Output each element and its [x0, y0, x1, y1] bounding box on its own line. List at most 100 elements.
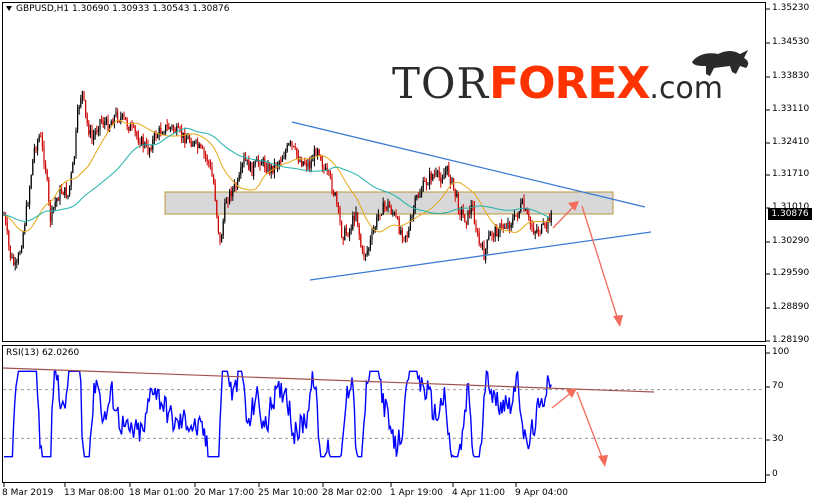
candle-body: [85, 99, 87, 115]
candle-body: [497, 234, 499, 237]
candle-body: [470, 205, 472, 215]
candle-body: [544, 223, 546, 225]
candle-body: [509, 222, 511, 228]
candle-body: [382, 202, 384, 215]
candle-body: [379, 214, 381, 216]
candle-body: [80, 98, 82, 107]
candle-body: [462, 209, 464, 215]
candle-body: [294, 146, 296, 148]
candle-body: [430, 173, 432, 180]
candle-body: [323, 167, 325, 170]
rsi-level-label: 100: [772, 347, 790, 357]
forecast-arrowhead-down: [613, 315, 623, 327]
candle-body: [13, 256, 15, 265]
price-chart-panel[interactable]: [2, 2, 766, 342]
candle-body: [69, 185, 71, 195]
candle-body: [512, 219, 514, 225]
candle-body: [353, 215, 355, 221]
candle-body: [488, 235, 490, 240]
logo-tor: TOR: [392, 59, 490, 108]
candle-body: [269, 164, 271, 174]
candle-body: [41, 136, 43, 147]
candle-body: [333, 191, 335, 196]
price-label: 1.28190: [772, 335, 810, 345]
candle-body: [483, 245, 485, 260]
candle-body: [390, 207, 392, 214]
candle-body: [445, 171, 447, 175]
candle-body: [173, 125, 175, 131]
candle-body: [456, 193, 458, 197]
price-label: 1.34530: [772, 37, 810, 47]
candle-body: [169, 127, 171, 130]
candle-body: [534, 231, 536, 234]
candle-body: [11, 256, 13, 258]
candle-body: [165, 124, 167, 133]
candle-body: [517, 216, 519, 218]
candle-body: [102, 121, 104, 126]
candle-body: [414, 197, 416, 211]
candle-body: [550, 212, 552, 223]
candle-body: [381, 214, 383, 216]
candle-body: [149, 148, 151, 154]
candle-body: [115, 111, 117, 116]
candle-body: [53, 207, 55, 209]
candle-body: [203, 148, 205, 154]
candle-body: [387, 202, 389, 210]
candle-body: [14, 262, 16, 265]
candle-body: [93, 135, 95, 140]
candle-body: [489, 232, 491, 236]
candle-body: [179, 127, 181, 131]
candle-body: [395, 212, 397, 218]
candle-body: [349, 230, 351, 237]
candle-body: [168, 126, 170, 130]
candle-body: [341, 221, 343, 238]
candle-body: [417, 195, 419, 198]
lower-trendline: [309, 231, 652, 281]
rsi-arrow-up: [551, 391, 573, 409]
candle-body: [211, 167, 213, 177]
price-label: 1.33110: [772, 104, 810, 114]
candle-body: [459, 210, 461, 215]
candle-body: [424, 180, 426, 182]
current-price-badge: 1.30876: [768, 208, 812, 220]
candle-body: [475, 224, 477, 232]
candle-body: [246, 159, 248, 161]
candle-body: [309, 162, 311, 168]
candle-body: [416, 195, 418, 198]
candle-body: [368, 248, 370, 251]
upper-trendline: [291, 121, 646, 208]
candle-body: [8, 231, 10, 246]
candle-body: [406, 235, 408, 237]
candle-body: [96, 130, 98, 132]
candle-body: [233, 184, 235, 189]
candle-body: [312, 160, 314, 162]
candle-body: [134, 126, 136, 133]
candle-body: [542, 223, 544, 225]
candle-body: [485, 249, 487, 260]
candle-body: [329, 172, 331, 177]
candle-body: [531, 224, 533, 228]
time-label: 9 Apr 04:00: [515, 488, 568, 498]
candle-body: [385, 206, 387, 210]
candle-body: [147, 143, 149, 154]
symbol-header: GBPUSD,H1 1.30690 1.30933 1.30543 1.3087…: [6, 4, 230, 14]
candle-body: [29, 187, 31, 205]
candle-body: [449, 175, 451, 184]
candle-body: [240, 167, 242, 176]
candle-body: [192, 144, 194, 147]
candle-body: [405, 235, 407, 238]
rsi-line: [4, 369, 552, 459]
candle-body: [374, 227, 376, 231]
candle-body: [541, 224, 543, 234]
candle-body: [224, 203, 226, 221]
candle-body: [251, 162, 253, 176]
candle-body: [195, 140, 197, 142]
candle-body: [155, 133, 157, 138]
candle-body: [150, 148, 152, 150]
price-label: 1.31710: [772, 169, 810, 179]
candle-body: [261, 163, 263, 166]
candle-body: [477, 231, 479, 234]
candle-body: [73, 156, 75, 163]
candle-body: [65, 187, 67, 198]
candle-body: [160, 127, 162, 134]
